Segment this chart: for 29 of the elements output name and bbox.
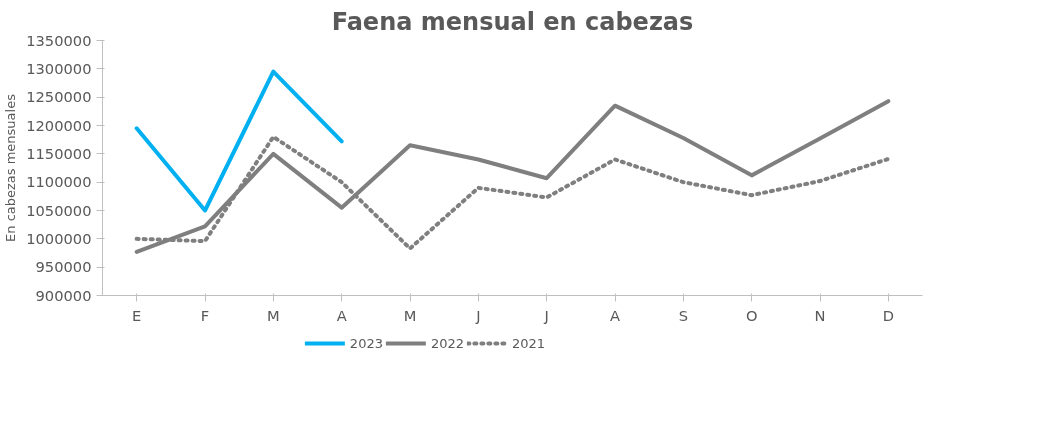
x-tick-label: J [543,306,549,324]
legend-label: 2022 [430,335,465,351]
x-tick-label: E [132,306,142,324]
x-tick-label: N [814,306,826,324]
legend-label: 2021 [512,335,546,351]
y-tick-label: 1300000 [26,59,92,77]
y-tick-label: 900000 [35,286,92,304]
x-tick-label: M [403,306,417,324]
x-tick-label: M [267,306,280,324]
y-axis-title: En cabezas mensuales [3,93,19,242]
line-series [134,69,344,213]
y-tick-label: 1050000 [26,201,92,219]
y-tick-label: 1100000 [26,173,92,191]
chart-title: Faena mensual en cabezas [331,7,694,36]
y-tick-label: 1000000 [26,229,92,247]
y-tick-label: 1350000 [26,31,92,49]
y-tick-label: 1250000 [26,88,92,106]
legend-label: 2023 [349,335,383,351]
x-tick-label: A [336,306,347,324]
y-tick-label: 1150000 [26,144,92,162]
x-tick-label: D [882,306,894,324]
x-tick-label: A [609,306,621,324]
x-tick-label: F [200,306,210,324]
x-tick-label: O [745,306,758,324]
y-tick-label: 950000 [35,258,92,276]
x-tick-label: S [678,306,688,324]
x-tick-label: J [475,306,481,324]
line-series [134,99,891,254]
y-tick-label: 1200000 [26,116,92,134]
